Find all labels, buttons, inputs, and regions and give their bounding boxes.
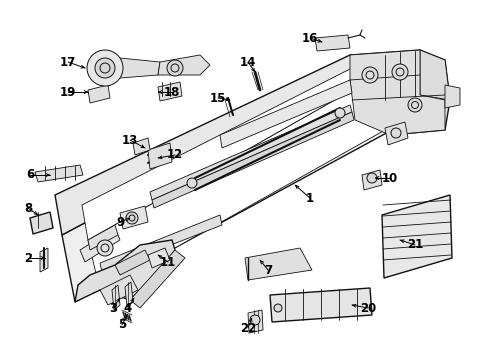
Circle shape: [367, 173, 377, 183]
Text: 15: 15: [210, 91, 226, 104]
Polygon shape: [362, 170, 382, 190]
Polygon shape: [100, 215, 222, 272]
Polygon shape: [30, 212, 53, 234]
Polygon shape: [88, 80, 385, 290]
Polygon shape: [100, 275, 138, 305]
Polygon shape: [88, 225, 118, 250]
Text: 7: 7: [264, 264, 272, 276]
Text: 4: 4: [124, 302, 132, 315]
Text: 5: 5: [118, 319, 126, 332]
Text: 11: 11: [160, 256, 176, 269]
Polygon shape: [133, 138, 150, 155]
Polygon shape: [150, 105, 352, 200]
Text: 19: 19: [60, 85, 76, 99]
Polygon shape: [350, 50, 445, 135]
Polygon shape: [350, 50, 450, 135]
Polygon shape: [75, 240, 175, 302]
Text: 13: 13: [122, 134, 138, 147]
Polygon shape: [385, 122, 408, 145]
Text: 6: 6: [26, 168, 34, 181]
Polygon shape: [120, 206, 148, 229]
Text: 2: 2: [24, 252, 32, 265]
Polygon shape: [62, 68, 392, 302]
Circle shape: [362, 67, 378, 83]
Circle shape: [187, 178, 197, 188]
Polygon shape: [125, 282, 133, 307]
Circle shape: [95, 58, 115, 78]
Circle shape: [87, 50, 123, 86]
Polygon shape: [80, 228, 120, 262]
Text: 21: 21: [407, 238, 423, 252]
Polygon shape: [420, 50, 450, 100]
Text: 10: 10: [382, 171, 398, 184]
Polygon shape: [148, 143, 172, 169]
Circle shape: [250, 315, 260, 325]
Circle shape: [97, 240, 113, 256]
Text: 1: 1: [306, 192, 314, 204]
Polygon shape: [112, 285, 120, 310]
Text: 3: 3: [109, 302, 117, 315]
Polygon shape: [152, 112, 354, 208]
Text: 8: 8: [24, 202, 32, 215]
Text: 14: 14: [240, 55, 256, 68]
Circle shape: [167, 60, 183, 76]
Polygon shape: [158, 82, 182, 101]
Polygon shape: [82, 68, 370, 240]
Polygon shape: [315, 35, 350, 51]
Polygon shape: [158, 55, 210, 75]
Polygon shape: [55, 55, 375, 235]
Text: 12: 12: [167, 148, 183, 162]
Circle shape: [274, 304, 282, 312]
Circle shape: [335, 108, 345, 118]
Polygon shape: [115, 250, 150, 275]
Polygon shape: [148, 248, 170, 268]
Polygon shape: [248, 310, 263, 333]
Circle shape: [392, 64, 408, 80]
Circle shape: [408, 98, 422, 112]
Text: 20: 20: [360, 302, 376, 315]
Polygon shape: [382, 195, 452, 278]
Polygon shape: [245, 248, 312, 280]
Polygon shape: [130, 250, 185, 308]
Circle shape: [391, 128, 401, 138]
Text: 22: 22: [240, 321, 256, 334]
Polygon shape: [105, 58, 160, 86]
Text: 16: 16: [302, 31, 318, 45]
Polygon shape: [88, 85, 110, 103]
Text: 17: 17: [60, 55, 76, 68]
Polygon shape: [220, 80, 352, 148]
Text: 18: 18: [164, 85, 180, 99]
Polygon shape: [40, 248, 48, 272]
Polygon shape: [270, 288, 372, 322]
Polygon shape: [35, 165, 83, 182]
Text: 9: 9: [116, 216, 124, 229]
Polygon shape: [445, 85, 460, 108]
Circle shape: [126, 212, 138, 224]
